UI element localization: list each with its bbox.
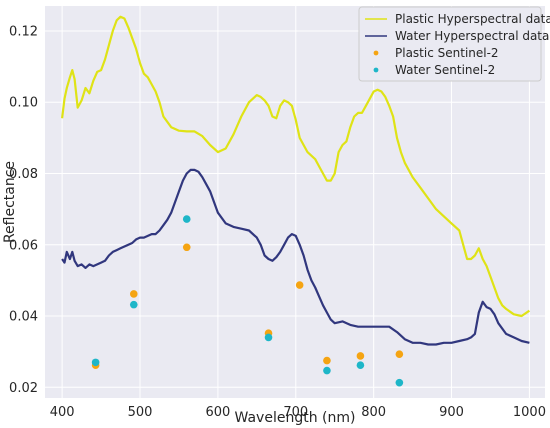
- x-tick-label: 400: [50, 405, 75, 420]
- scatter-point-3: [182, 215, 191, 223]
- y-tick-label: 0.04: [9, 310, 38, 325]
- scatter-point-3: [129, 300, 138, 309]
- scatter-point-2: [129, 290, 138, 298]
- scatter-point-3: [356, 361, 365, 370]
- x-tick-label: 600: [205, 405, 230, 420]
- legend-label: Water Hyperspectral data: [395, 29, 549, 43]
- series-line-0: [61, 15, 531, 318]
- grid: [45, 6, 545, 398]
- x-tick-label: 800: [361, 405, 386, 420]
- y-tick-label: 0.02: [9, 381, 38, 396]
- scatter-point-2: [182, 243, 191, 252]
- scatter-point-3: [91, 358, 100, 367]
- x-tick-label: 500: [128, 405, 153, 420]
- x-tick-label: 900: [439, 405, 464, 420]
- legend-box: [358, 6, 542, 82]
- tick-labels: 400 500 600 700 800 900 1000 0.02 0.04 0.06 0.08 0.…: [9, 24, 546, 420]
- y-tick-label: 0.08: [9, 167, 38, 182]
- scatter-point-3: [323, 366, 331, 375]
- legend-label: Water Sentinel-2: [395, 63, 495, 77]
- legend-swatch: [373, 67, 379, 73]
- scatter-point-2: [295, 281, 304, 289]
- series-layer: [61, 15, 531, 387]
- scatter-point-3: [264, 333, 273, 342]
- y-tick-label: 0.06: [9, 238, 38, 253]
- legend-swatch: [373, 50, 379, 56]
- x-tick-label: 1000: [513, 405, 546, 420]
- y-axis-title: Reflectance: [2, 161, 18, 243]
- y-tick-label: 0.10: [9, 96, 38, 111]
- scatter-point-2: [395, 350, 404, 358]
- scatter-point-3: [395, 378, 404, 387]
- scatter-point-2: [356, 352, 365, 360]
- legend-items: Plastic Hyperspectral data Water Hyperspe…: [365, 12, 550, 77]
- series-line-1: [61, 168, 530, 346]
- scatter-point-2: [323, 356, 331, 365]
- legend-label: Plastic Hyperspectral data: [395, 12, 550, 26]
- y-tick-label: 0.12: [9, 24, 38, 39]
- legend: Plastic Hyperspectral data Water Hyperspe…: [358, 6, 550, 82]
- x-tick-label: 700: [283, 405, 308, 420]
- x-axis-title: Wavelength (nm): [235, 410, 356, 426]
- legend-label: Plastic Sentinel-2: [395, 46, 499, 60]
